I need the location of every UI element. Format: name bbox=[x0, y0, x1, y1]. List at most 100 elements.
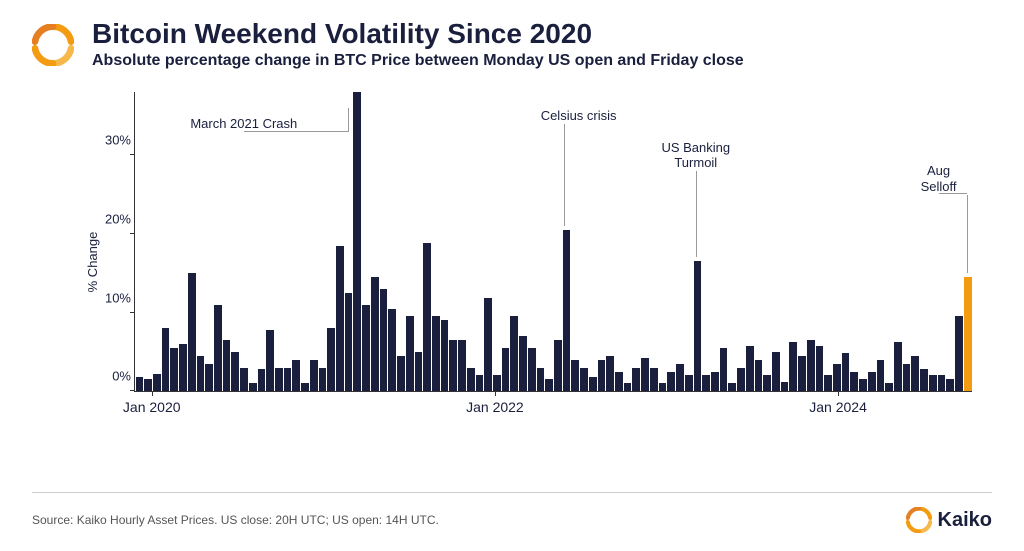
brand-text: Kaiko bbox=[938, 509, 992, 532]
bar bbox=[162, 328, 170, 391]
page-subtitle: Absolute percentage change in BTC Price … bbox=[92, 52, 992, 70]
bar bbox=[894, 342, 902, 391]
bar bbox=[345, 293, 353, 391]
bar bbox=[441, 320, 449, 391]
bar bbox=[842, 353, 850, 391]
bar bbox=[353, 92, 361, 391]
bar bbox=[240, 368, 248, 392]
bar bbox=[136, 377, 144, 391]
bar bbox=[476, 375, 484, 391]
header: Bitcoin Weekend Volatility Since 2020 Ab… bbox=[32, 18, 992, 70]
bar bbox=[641, 358, 649, 391]
annotation-label: March 2021 Crash bbox=[190, 116, 297, 132]
bar bbox=[406, 316, 414, 391]
bar bbox=[885, 383, 893, 391]
bar bbox=[223, 340, 231, 391]
bar bbox=[720, 348, 728, 391]
bar bbox=[275, 368, 283, 392]
bar bbox=[458, 340, 466, 391]
x-tick-label: Jan 2020 bbox=[123, 399, 181, 415]
bar bbox=[737, 368, 745, 392]
bar bbox=[292, 360, 300, 391]
bar bbox=[667, 372, 675, 392]
bar bbox=[659, 383, 667, 391]
bar bbox=[624, 383, 632, 391]
bar bbox=[816, 346, 824, 392]
bar bbox=[694, 261, 702, 391]
bar bbox=[484, 298, 492, 391]
bars-group bbox=[135, 92, 972, 391]
bar bbox=[580, 368, 588, 392]
bar bbox=[824, 375, 832, 391]
bar bbox=[153, 374, 161, 391]
bar bbox=[676, 364, 684, 392]
title-block: Bitcoin Weekend Volatility Since 2020 Ab… bbox=[92, 18, 992, 70]
bar bbox=[258, 369, 266, 391]
bar bbox=[685, 375, 693, 391]
bar bbox=[798, 356, 806, 391]
page-title: Bitcoin Weekend Volatility Since 2020 bbox=[92, 18, 992, 50]
annotation-label: Celsius crisis bbox=[541, 108, 617, 124]
bar bbox=[615, 372, 623, 392]
bar bbox=[510, 316, 518, 391]
annotation-leader bbox=[696, 171, 697, 258]
annotation-leader bbox=[939, 193, 967, 194]
bar bbox=[833, 364, 841, 392]
bar bbox=[205, 364, 213, 392]
bar bbox=[179, 344, 187, 391]
bar bbox=[537, 368, 545, 392]
annotation-leader bbox=[348, 108, 349, 132]
bar bbox=[380, 289, 388, 391]
annotation-label: US BankingTurmoil bbox=[661, 140, 730, 171]
annotation-label: AugSelloff bbox=[921, 163, 957, 194]
plot-area: 0%10%20%30%Jan 2020Jan 2022Jan 2024March… bbox=[134, 92, 972, 392]
annotation-leader bbox=[564, 124, 565, 226]
bar bbox=[197, 356, 205, 391]
bar bbox=[850, 372, 858, 392]
bar bbox=[423, 243, 431, 391]
bar bbox=[789, 342, 797, 391]
bar bbox=[319, 368, 327, 392]
bar bbox=[231, 352, 239, 391]
chart-container: Bitcoin Weekend Volatility Since 2020 Ab… bbox=[0, 0, 1024, 432]
bar bbox=[859, 379, 867, 391]
bar bbox=[877, 360, 885, 391]
bar bbox=[388, 309, 396, 392]
bar bbox=[519, 336, 527, 391]
footer: Source: Kaiko Hourly Asset Prices. US cl… bbox=[32, 492, 992, 533]
bar bbox=[249, 383, 257, 391]
bar bbox=[632, 368, 640, 392]
bar bbox=[449, 340, 457, 391]
bar bbox=[397, 356, 405, 391]
bar bbox=[571, 360, 579, 391]
bar bbox=[502, 348, 510, 391]
bar bbox=[336, 246, 344, 392]
bar bbox=[528, 348, 536, 391]
bar bbox=[214, 305, 222, 392]
bar bbox=[144, 379, 152, 391]
bar bbox=[746, 346, 754, 392]
x-tick-label: Jan 2022 bbox=[466, 399, 524, 415]
bar bbox=[955, 316, 963, 391]
bar bbox=[929, 375, 937, 391]
chart-area: % Change 0%10%20%30%Jan 2020Jan 2022Jan … bbox=[70, 92, 992, 432]
bar bbox=[493, 375, 501, 391]
bar bbox=[606, 356, 614, 391]
bar bbox=[371, 277, 379, 391]
bar bbox=[650, 368, 658, 392]
kaiko-logo-icon bbox=[32, 24, 74, 66]
bar bbox=[964, 277, 972, 391]
bar bbox=[188, 273, 196, 391]
bar bbox=[415, 352, 423, 391]
bar bbox=[711, 372, 719, 392]
bar bbox=[545, 379, 553, 391]
y-tick-label: 30% bbox=[91, 133, 131, 148]
bar bbox=[702, 375, 710, 391]
bar bbox=[589, 377, 597, 391]
bar bbox=[728, 383, 736, 391]
bar bbox=[911, 356, 919, 391]
bar bbox=[946, 379, 954, 391]
bar bbox=[938, 375, 946, 391]
bar bbox=[554, 340, 562, 391]
bar bbox=[868, 372, 876, 392]
